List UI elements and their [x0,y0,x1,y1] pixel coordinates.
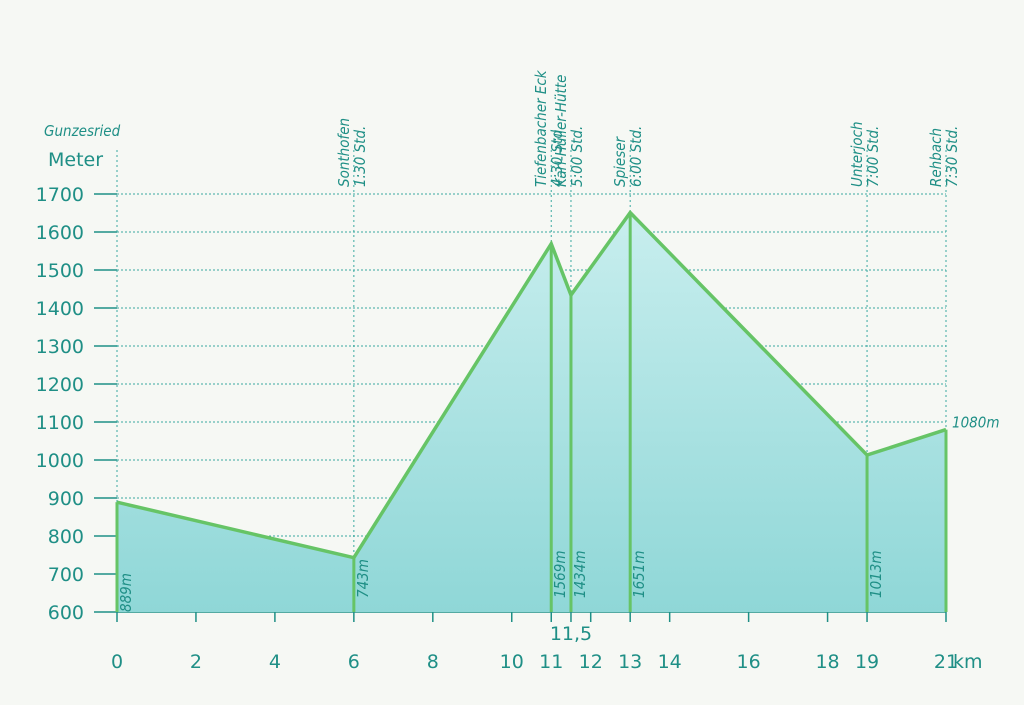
value-label: 1569m [551,551,569,598]
waypoint-name: Rehbach [927,128,945,187]
waypoint-time: 4:30 Std. [548,126,566,187]
waypoint-name: Gunzesried [44,122,121,140]
y-tick-label: 700 [48,564,84,586]
x-tick-label: 19 [855,651,879,673]
y-tick-label: 1300 [36,336,84,358]
y-tick-label: 900 [48,488,84,510]
waypoint-time: 7:00 Std. [864,126,882,187]
x-tick-label: 10 [500,651,524,673]
y-tick-label: 1700 [36,184,84,206]
x-tick-label: 14 [658,651,682,673]
waypoint-time: 6:00 Std. [627,126,645,187]
value-label: 1434m [571,551,589,598]
y-axis-label: Meter [48,149,103,171]
x-tick-label: 21 [934,651,958,673]
x-tick-label: 12 [579,651,603,673]
x-tick-label: 11,5 [550,623,592,645]
y-tick-label: 600 [48,602,84,624]
value-label: 1651m [630,551,648,598]
waypoint-name: Karl-Hüller-Hütte [552,75,570,187]
waypoint-time: 5:00 Std. [568,126,586,187]
x-tick-label: 16 [737,651,761,673]
value-label: 1013m [867,551,885,598]
x-tick-label: 8 [427,651,439,673]
y-tick-label: 1600 [36,222,84,244]
y-tick-label: 1500 [36,260,84,282]
waypoint-name: Tiefenbacher Eck [532,69,550,187]
waypoint-time: 7:30 Std. [943,126,961,187]
value-label: 889m [117,573,135,612]
y-tick-label: 1400 [36,298,84,320]
y-tick-label: 1100 [36,412,84,434]
waypoint-name: Sonthofen [335,118,353,187]
x-tick-label: 6 [348,651,360,673]
line [116,209,947,560]
x-tick-label: 13 [618,651,642,673]
x-tick-label: 11 [539,651,563,673]
waypoint-name: Spieser [611,135,629,187]
area [117,212,946,612]
y-tick-label: 1200 [36,374,84,396]
value-label: 743m [354,559,372,598]
value-label: 1080m [952,414,999,432]
x-tick-label: 18 [815,651,839,673]
x-tick-label: 2 [190,651,202,673]
y-tick-label: 1000 [36,450,84,472]
y-tick-label: 800 [48,526,84,548]
x-tick-label: 4 [269,651,281,673]
x-tick-label: 0 [111,651,123,673]
waypoint-name: Unterjoch [848,121,866,187]
waypoint-time: 1:30 Std. [351,126,369,187]
x-axis-label: km [953,651,983,673]
